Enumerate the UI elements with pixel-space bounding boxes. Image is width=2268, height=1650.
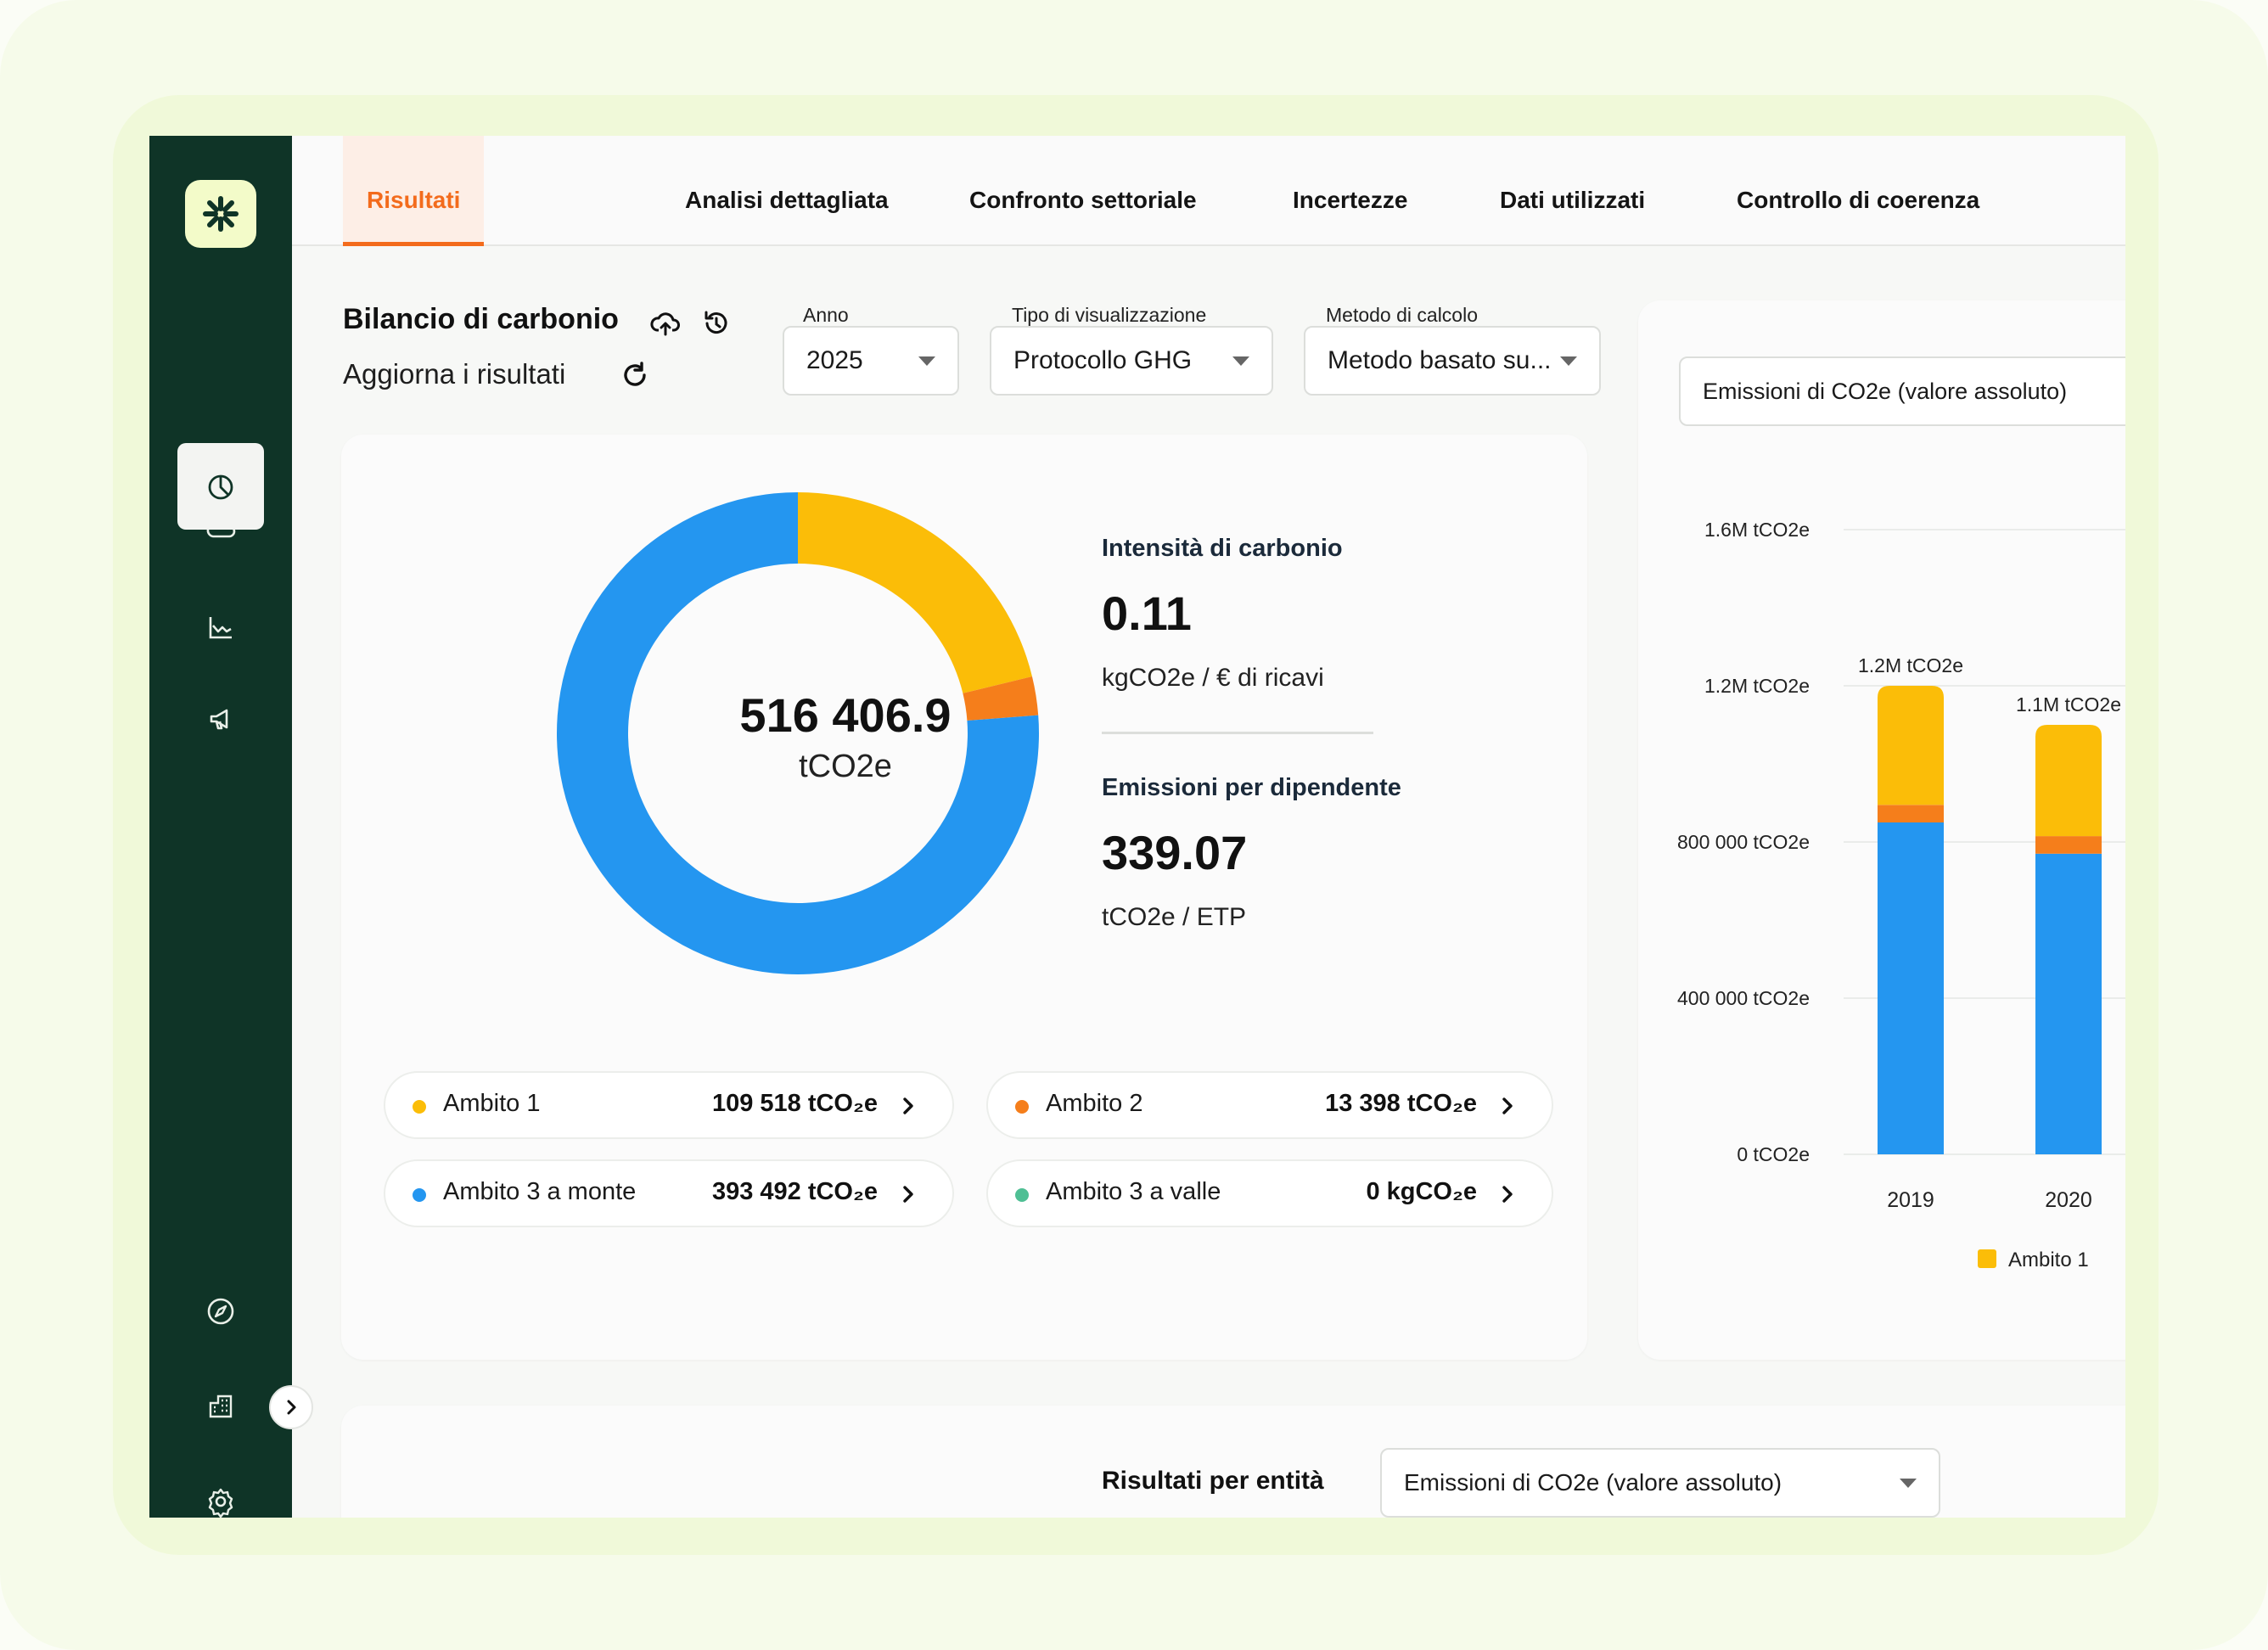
scope-value: 0 kgCO₂e xyxy=(1366,1178,1477,1205)
pie-chart-icon xyxy=(208,474,233,500)
y-tick-label: 800 000 tCO2e xyxy=(1677,831,1810,853)
scope-value: 13 398 tCO₂e xyxy=(1325,1090,1477,1117)
scope-color-dot xyxy=(413,1100,426,1114)
page-title: Bilancio di carbonio xyxy=(343,303,619,335)
donut-slice-ambito-3-a-monte[interactable] xyxy=(556,492,1039,974)
scope-value: 109 518 tCO₂e xyxy=(711,1090,878,1117)
year-value: 2025 xyxy=(806,346,863,374)
nav-results[interactable] xyxy=(177,443,264,530)
y-tick-label: 0 tCO2e xyxy=(1737,1143,1810,1165)
entity-metric-select[interactable]: Emissioni di CO2e (valore assoluto) xyxy=(1380,1448,1940,1518)
logo-icon xyxy=(203,196,239,232)
scope-name: Ambito 2 xyxy=(1046,1090,1143,1117)
chevron-right-icon xyxy=(903,1097,913,1114)
logo[interactable] xyxy=(185,180,256,248)
bar-total-label: 1.2M tCO2e xyxy=(1858,654,1963,676)
scope-name: Ambito 3 a monte xyxy=(443,1178,637,1205)
legend-label[interactable]: Ambito 1 xyxy=(2008,1249,2089,1271)
x-tick-label: 2019 xyxy=(1887,1188,1934,1212)
per-employee-label: Emissioni per dipendente xyxy=(1102,774,1401,801)
year-select[interactable]: 2025 xyxy=(783,326,959,396)
scope-name: Ambito 1 xyxy=(443,1090,541,1117)
scope-name: Ambito 3 a valle xyxy=(1046,1178,1221,1205)
tab-controllo-coerenza[interactable]: Controllo di coerenza xyxy=(1737,187,1980,213)
compass-icon xyxy=(207,1298,234,1325)
scope-3-downstream-item[interactable]: Ambito 3 a valle 0 kgCO₂e xyxy=(986,1159,1553,1227)
scope-1-item[interactable]: Ambito 1 109 518 tCO₂e xyxy=(384,1071,954,1139)
scope-color-dot xyxy=(413,1188,426,1202)
scope-value: 393 492 tCO₂e xyxy=(711,1178,878,1205)
legend-swatch xyxy=(1978,1249,1996,1268)
bar-total-label: 1.1M tCO2e xyxy=(2016,693,2121,716)
scope-color-dot xyxy=(1015,1100,1029,1114)
per-employee-unit: tCO2e / ETP xyxy=(1102,903,1247,931)
refresh-icon[interactable] xyxy=(618,358,652,392)
method-select[interactable]: Metodo basato su... xyxy=(1304,326,1601,396)
sidebar xyxy=(149,136,292,1518)
tab-bar: Risultati Analisi dettagliata Confronto … xyxy=(292,136,2125,246)
chevron-down-icon xyxy=(1232,356,1249,366)
chevron-down-icon xyxy=(1560,356,1577,366)
intensity-label: Intensità di carbonio xyxy=(1102,535,1343,562)
line-chart-icon xyxy=(209,617,232,639)
bar-chart: 0 tCO2e 400 000 tCO2e 800 000 tCO2e 1.2M tC… xyxy=(1677,519,2125,1271)
megaphone-icon xyxy=(210,709,228,730)
view-type-select[interactable]: Protocollo GHG xyxy=(990,326,1273,396)
refresh-results-label[interactable]: Aggiorna i risultati xyxy=(343,358,566,390)
method-value: Metodo basato su... xyxy=(1328,346,1552,374)
entity-metric-value: Emissioni di CO2e (valore assoluto) xyxy=(1404,1469,1782,1496)
x-tick-label: 2020 xyxy=(2045,1188,2092,1212)
tab-confronto-settoriale[interactable]: Confronto settoriale xyxy=(969,187,1197,213)
scope-color-dot xyxy=(1015,1188,1029,1202)
metric-select-value: Emissioni di CO2e (valore assoluto) xyxy=(1703,378,2068,404)
y-tick-label: 1.2M tCO2e xyxy=(1704,675,1810,697)
bar-segment-2019[interactable] xyxy=(1878,805,1944,822)
entity-results-title: Risultati per entità xyxy=(1102,1467,1324,1495)
bar-segment-2019[interactable] xyxy=(1878,686,1944,805)
sidebar-expand-button[interactable] xyxy=(269,1385,313,1429)
donut-slice-ambito-2[interactable] xyxy=(963,676,1039,721)
nav-settings[interactable] xyxy=(177,1458,264,1518)
cloud-upload-icon[interactable] xyxy=(648,306,682,340)
chevron-right-icon xyxy=(1502,1186,1513,1203)
history-icon[interactable] xyxy=(699,306,733,340)
year-label: Anno xyxy=(803,304,849,326)
tab-incertezze[interactable]: Incertezze xyxy=(1293,187,1408,213)
y-tick-label: 1.6M tCO2e xyxy=(1704,519,1810,541)
gear-icon xyxy=(208,1488,233,1518)
nav-trends[interactable] xyxy=(177,584,264,671)
chevron-down-icon xyxy=(1900,1479,1917,1488)
bar-segment-2019[interactable] xyxy=(1878,822,1944,1154)
donut-total-value: 516 406.9 xyxy=(739,688,952,742)
chevron-right-icon xyxy=(287,1400,296,1415)
app-window: Risultati Analisi dettagliata Confronto … xyxy=(149,136,2125,1518)
nav-entities[interactable] xyxy=(177,1363,264,1450)
metric-divider xyxy=(1102,732,1373,734)
tab-analisi-dettagliata[interactable]: Analisi dettagliata xyxy=(685,187,889,213)
y-tick-label: 400 000 tCO2e xyxy=(1677,987,1810,1009)
scope-2-item[interactable]: Ambito 2 13 398 tCO₂e xyxy=(986,1071,1553,1139)
chevron-right-icon xyxy=(1502,1097,1513,1114)
donut-slice-ambito-1[interactable] xyxy=(798,492,1032,693)
view-type-label: Tipo di visualizzazione xyxy=(1012,304,1207,326)
per-employee-value: 339.07 xyxy=(1102,826,1248,879)
scope-3-upstream-item[interactable]: Ambito 3 a monte 393 492 tCO₂e xyxy=(384,1159,954,1227)
tab-risultati[interactable]: Risultati xyxy=(343,136,485,246)
tab-dati-utilizzati[interactable]: Dati utilizzati xyxy=(1500,187,1646,213)
donut-chart xyxy=(556,492,1039,974)
bar-segment-2020[interactable] xyxy=(2035,853,2102,1154)
chevron-down-icon xyxy=(918,356,935,366)
nav-explore[interactable] xyxy=(177,1268,264,1355)
bar-segment-2020[interactable] xyxy=(2035,836,2102,854)
intensity-unit: kgCO2e / € di ricavi xyxy=(1102,664,1324,692)
method-label: Metodo di calcolo xyxy=(1326,304,1478,326)
nav-campaigns[interactable] xyxy=(177,676,264,762)
bar-segment-2020[interactable] xyxy=(2035,725,2102,837)
intensity-value: 0.11 xyxy=(1102,586,1192,640)
donut-total-unit: tCO2e xyxy=(799,749,892,784)
building-icon xyxy=(209,1395,233,1418)
view-type-value: Protocollo GHG xyxy=(1013,346,1193,374)
metric-select[interactable]: Emissioni di CO2e (valore assoluto) xyxy=(1679,356,2125,426)
chevron-right-icon xyxy=(903,1186,913,1203)
